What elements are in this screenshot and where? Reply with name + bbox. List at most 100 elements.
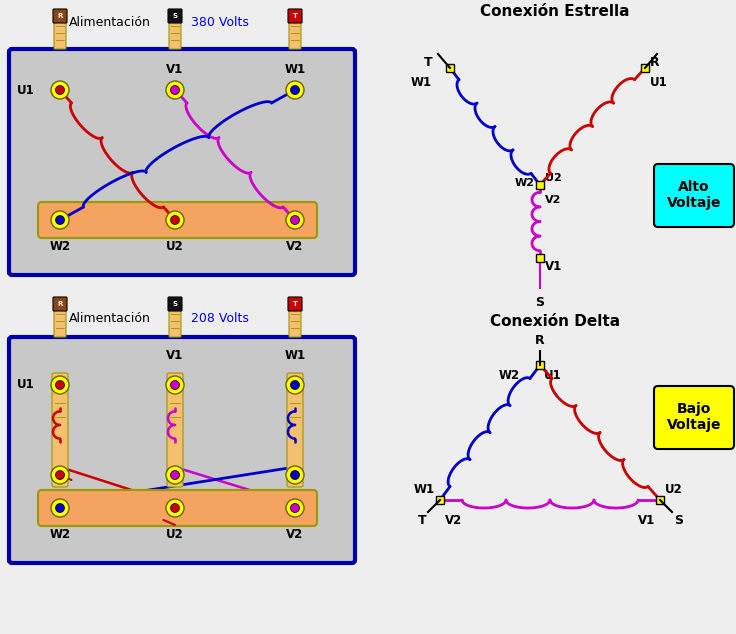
Circle shape: [286, 466, 304, 484]
FancyBboxPatch shape: [288, 9, 302, 23]
Text: V1: V1: [166, 349, 183, 362]
Circle shape: [171, 503, 180, 512]
Text: 208 Volts: 208 Volts: [191, 311, 249, 325]
FancyBboxPatch shape: [654, 386, 734, 449]
Text: T: T: [292, 301, 297, 307]
Text: S: S: [172, 13, 177, 19]
Text: Alimentación: Alimentación: [69, 15, 151, 29]
Polygon shape: [536, 254, 544, 262]
Circle shape: [51, 376, 69, 394]
FancyBboxPatch shape: [52, 373, 68, 487]
Text: Bajo
Voltaje: Bajo Voltaje: [667, 402, 721, 432]
Polygon shape: [446, 64, 454, 72]
Text: S: S: [536, 296, 545, 309]
Text: V1: V1: [545, 260, 562, 273]
Text: W1: W1: [284, 63, 305, 76]
FancyBboxPatch shape: [9, 49, 355, 275]
FancyBboxPatch shape: [53, 297, 67, 311]
Text: S: S: [674, 514, 683, 527]
Text: W1: W1: [414, 483, 435, 496]
Circle shape: [55, 216, 65, 224]
FancyBboxPatch shape: [168, 297, 182, 311]
FancyBboxPatch shape: [53, 9, 67, 23]
FancyBboxPatch shape: [289, 309, 301, 337]
Text: R: R: [57, 301, 63, 307]
Circle shape: [51, 499, 69, 517]
Text: V1: V1: [638, 514, 655, 527]
Circle shape: [286, 81, 304, 99]
Text: W2: W2: [515, 178, 535, 188]
FancyBboxPatch shape: [168, 9, 182, 23]
FancyBboxPatch shape: [38, 490, 317, 526]
Text: U2: U2: [665, 483, 683, 496]
Circle shape: [291, 470, 300, 479]
Text: S: S: [172, 301, 177, 307]
Text: U1: U1: [544, 369, 562, 382]
Text: V2: V2: [286, 528, 304, 541]
FancyBboxPatch shape: [169, 309, 181, 337]
Text: V2: V2: [445, 514, 462, 527]
Circle shape: [166, 376, 184, 394]
Circle shape: [171, 470, 180, 479]
FancyBboxPatch shape: [289, 21, 301, 49]
Circle shape: [286, 211, 304, 229]
Text: U2: U2: [166, 528, 184, 541]
Text: R: R: [535, 334, 545, 347]
FancyBboxPatch shape: [654, 164, 734, 227]
Circle shape: [291, 503, 300, 512]
Circle shape: [286, 376, 304, 394]
FancyBboxPatch shape: [287, 373, 303, 487]
Text: U1: U1: [650, 76, 668, 89]
Circle shape: [166, 499, 184, 517]
FancyBboxPatch shape: [9, 337, 355, 563]
FancyBboxPatch shape: [54, 309, 66, 337]
Circle shape: [291, 216, 300, 224]
Circle shape: [55, 380, 65, 389]
Text: 380 Volts: 380 Volts: [191, 15, 249, 29]
Text: R: R: [650, 56, 659, 68]
Text: W1: W1: [284, 349, 305, 362]
Text: U2: U2: [545, 173, 562, 183]
FancyBboxPatch shape: [38, 202, 317, 238]
Text: W2: W2: [499, 369, 520, 382]
Text: T: T: [423, 56, 432, 68]
Text: T: T: [417, 514, 426, 527]
FancyBboxPatch shape: [167, 373, 183, 487]
Polygon shape: [656, 496, 664, 504]
Circle shape: [55, 470, 65, 479]
Circle shape: [55, 86, 65, 94]
Circle shape: [55, 503, 65, 512]
Text: U1: U1: [17, 84, 35, 96]
Text: Conexión Delta: Conexión Delta: [490, 314, 620, 330]
Text: V2: V2: [286, 240, 304, 253]
Circle shape: [166, 211, 184, 229]
Text: U1: U1: [17, 378, 35, 392]
Polygon shape: [436, 496, 444, 504]
FancyBboxPatch shape: [169, 21, 181, 49]
Text: Conexión Estrella: Conexión Estrella: [481, 4, 630, 20]
Text: W1: W1: [411, 76, 432, 89]
Text: R: R: [57, 13, 63, 19]
Circle shape: [291, 380, 300, 389]
Circle shape: [166, 466, 184, 484]
Circle shape: [291, 86, 300, 94]
FancyBboxPatch shape: [288, 297, 302, 311]
Circle shape: [171, 380, 180, 389]
Text: V2: V2: [545, 195, 562, 205]
Circle shape: [166, 81, 184, 99]
Text: W2: W2: [49, 528, 71, 541]
Circle shape: [171, 216, 180, 224]
FancyBboxPatch shape: [54, 21, 66, 49]
Text: Alto
Voltaje: Alto Voltaje: [667, 180, 721, 210]
Circle shape: [51, 466, 69, 484]
Text: U2: U2: [166, 240, 184, 253]
Polygon shape: [536, 181, 544, 189]
Text: Alimentación: Alimentación: [69, 311, 151, 325]
Text: V1: V1: [166, 63, 183, 76]
Circle shape: [171, 86, 180, 94]
Circle shape: [286, 499, 304, 517]
Polygon shape: [641, 64, 649, 72]
Circle shape: [51, 81, 69, 99]
Text: W2: W2: [49, 240, 71, 253]
Text: T: T: [292, 13, 297, 19]
